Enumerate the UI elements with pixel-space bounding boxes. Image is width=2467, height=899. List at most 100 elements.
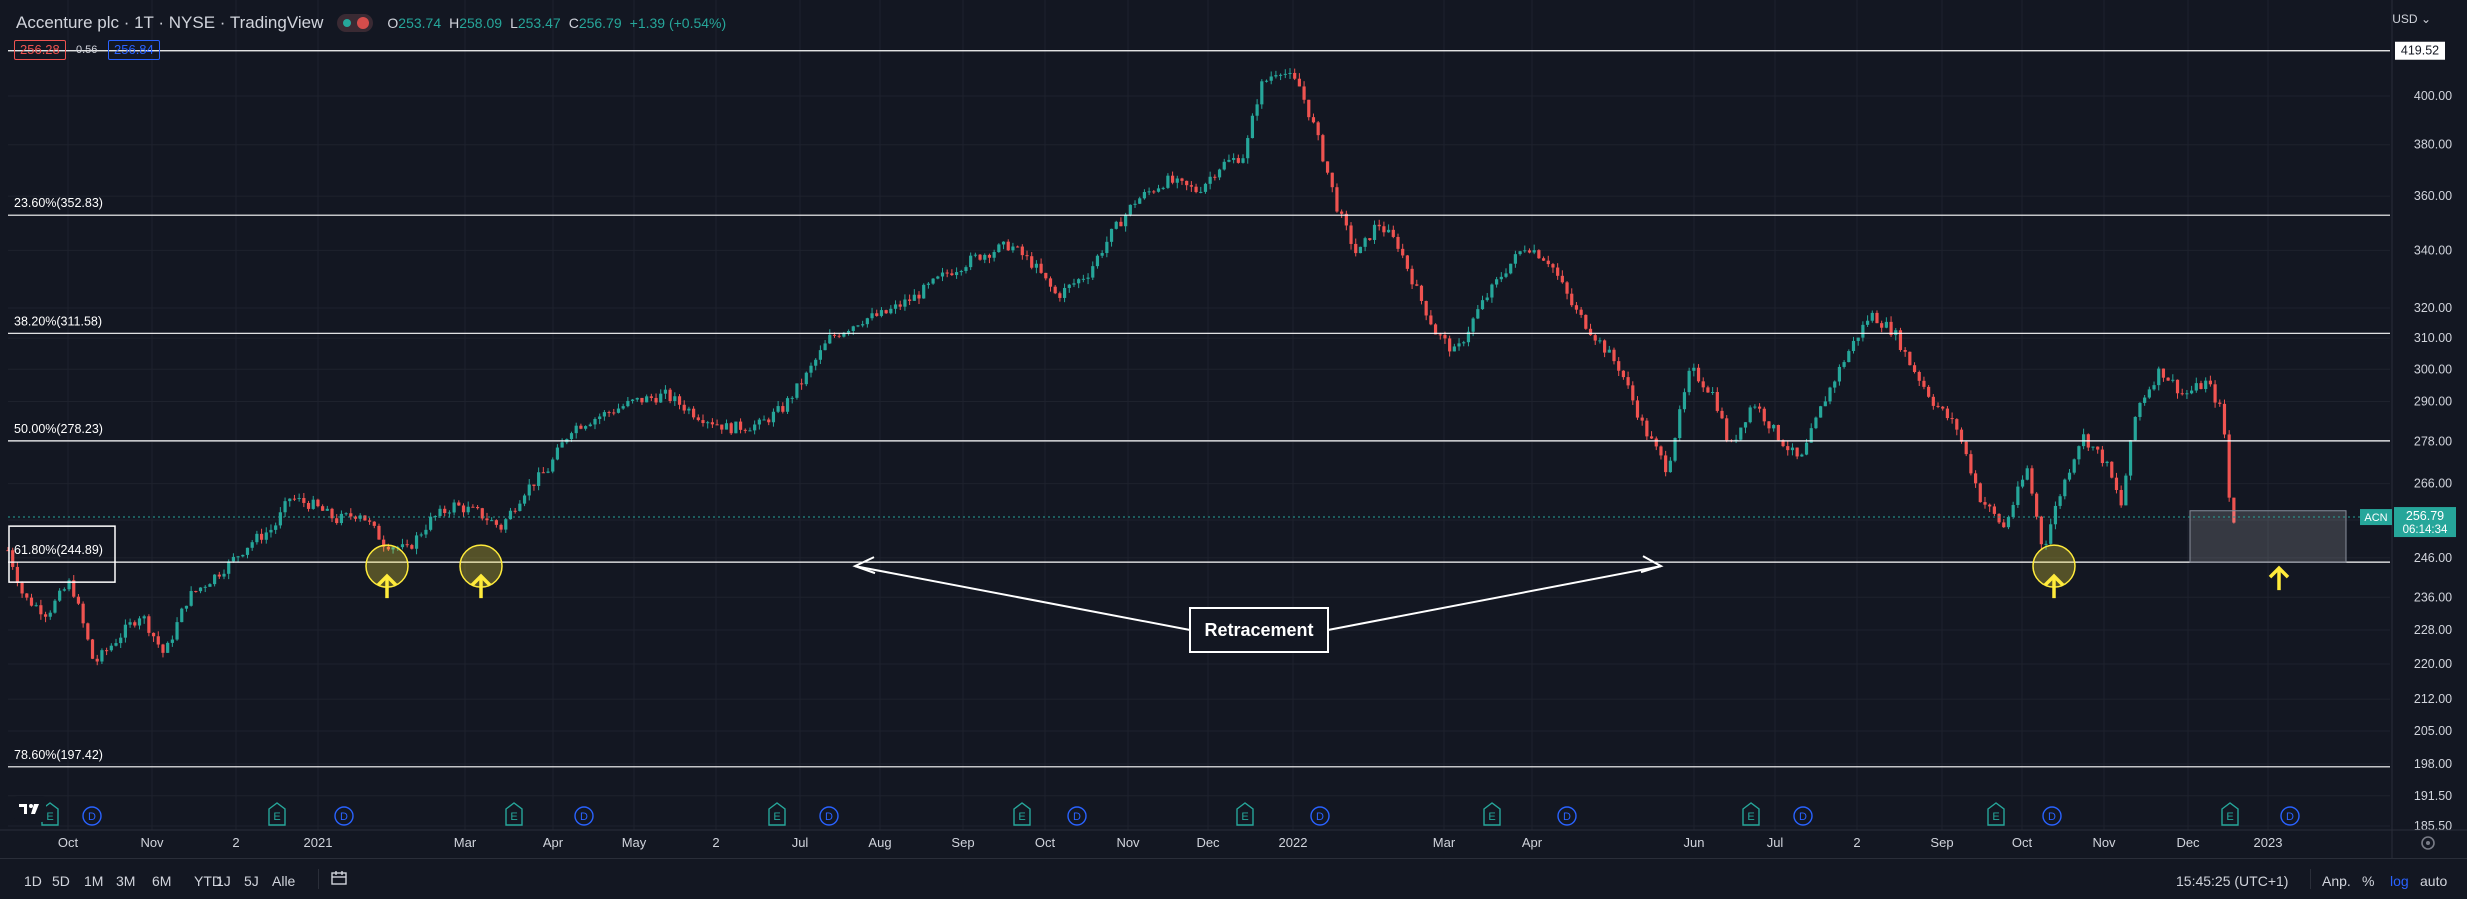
- candle-body: [2166, 377, 2170, 381]
- auto-scale-button[interactable]: auto: [2420, 873, 2448, 889]
- candle-body: [710, 422, 714, 425]
- candle-body: [114, 643, 118, 646]
- time-axis-label: 2022: [1279, 835, 1308, 850]
- dividend-event-icon[interactable]: D: [1067, 806, 1087, 826]
- timeframe-1m[interactable]: 1M: [84, 873, 104, 889]
- earnings-event-icon[interactable]: E: [1013, 802, 1031, 826]
- earnings-event-icon[interactable]: E: [1742, 802, 1760, 826]
- dividend-event-icon[interactable]: D: [1793, 806, 1813, 826]
- candle-body: [1189, 185, 1193, 187]
- log-scale-button[interactable]: log: [2390, 873, 2409, 889]
- earnings-event-icon[interactable]: E: [505, 802, 523, 826]
- candle-body: [546, 471, 550, 473]
- timeframe-1j[interactable]: 1J: [216, 873, 231, 889]
- event-letter: D: [2286, 811, 2294, 823]
- currency-selector[interactable]: USD ⌄: [2392, 12, 2431, 26]
- candle-body: [1278, 74, 1283, 76]
- gear-icon[interactable]: [2421, 836, 2435, 850]
- candle-body: [1513, 254, 1517, 264]
- candle-body: [1297, 78, 1301, 87]
- price-chart[interactable]: Oct Nov 2 2021 Mar Apr May 2 Jul Aug Sep Oct Nov Dec 2…: [0, 0, 2467, 858]
- time-axis-label: 2: [232, 835, 239, 850]
- up-arrow-icon[interactable]: [2043, 573, 2065, 599]
- candle-body: [1532, 250, 1536, 253]
- candle-body: [1504, 273, 1508, 277]
- price-axis-label: 278.00: [2414, 435, 2452, 449]
- candle-body: [1170, 175, 1175, 183]
- timeframe-ytd[interactable]: YTD: [194, 873, 222, 889]
- candle-body: [494, 520, 498, 525]
- timeframe-1d[interactable]: 1D: [24, 873, 42, 889]
- dividend-event-icon[interactable]: D: [82, 806, 102, 826]
- dividend-event-icon[interactable]: D: [334, 806, 354, 826]
- candle-body: [1062, 287, 1067, 298]
- price-axis-label: 340.00: [2414, 243, 2452, 257]
- timeframe-3m[interactable]: 3M: [116, 873, 136, 889]
- timeframe-5j[interactable]: 5J: [244, 873, 259, 889]
- candle-body: [1819, 406, 1823, 418]
- event-letter: E: [1747, 811, 1754, 823]
- dividend-event-icon[interactable]: D: [1557, 806, 1577, 826]
- earnings-event-icon[interactable]: E: [1236, 802, 1254, 826]
- up-arrow-icon[interactable]: [470, 573, 492, 599]
- candle-body: [2138, 402, 2142, 417]
- earnings-event-icon[interactable]: E: [2221, 802, 2239, 826]
- candle-body: [1499, 276, 1503, 280]
- dividend-event-icon[interactable]: D: [2280, 806, 2300, 826]
- candle-body: [1912, 365, 1917, 373]
- candle-body: [1964, 441, 1968, 455]
- candle-body: [2208, 380, 2212, 385]
- earnings-event-icon[interactable]: E: [268, 802, 286, 826]
- candle-body: [1405, 255, 1409, 269]
- dividend-event-icon[interactable]: D: [2042, 806, 2062, 826]
- candle-body: [1776, 425, 1780, 441]
- percent-scale-button[interactable]: %: [2362, 873, 2375, 889]
- price-axis[interactable]: 400.00 380.00 360.00 340.00 320.00 310.00 300.…: [2414, 89, 2452, 833]
- candle-body: [1382, 226, 1386, 233]
- retracement-text: Retracement: [1204, 620, 1313, 640]
- candle-body: [1814, 417, 1818, 429]
- timeframe-6m[interactable]: 6M: [152, 873, 172, 889]
- candle-body: [583, 426, 588, 429]
- dividend-event-icon[interactable]: D: [574, 806, 594, 826]
- tradingview-logo-icon[interactable]: [14, 796, 46, 822]
- candle-body: [231, 556, 236, 562]
- timeframe-5d[interactable]: 5D: [52, 873, 70, 889]
- ask-price-box[interactable]: 256.84: [108, 40, 160, 60]
- candle-body: [1199, 191, 1203, 193]
- dividend-event-icon[interactable]: D: [1310, 806, 1330, 826]
- candle-body: [1523, 250, 1527, 252]
- candle-body: [1236, 158, 1240, 163]
- candle-body: [400, 544, 405, 548]
- candle-body: [198, 587, 203, 592]
- clock[interactable]: 15:45:25 (UTC+1): [2176, 873, 2289, 889]
- candle-body: [20, 582, 24, 594]
- price-axis-label: 205.00: [2414, 724, 2452, 738]
- candle-body: [1570, 293, 1574, 306]
- dividend-event-icon[interactable]: D: [819, 806, 839, 826]
- earnings-event-icon[interactable]: E: [768, 802, 786, 826]
- event-letter: D: [1073, 811, 1081, 823]
- market-status-toggle[interactable]: [337, 14, 374, 32]
- candle-body: [823, 343, 827, 351]
- earnings-event-icon[interactable]: E: [1483, 802, 1501, 826]
- candle-body: [574, 425, 578, 434]
- candle-body: [1842, 362, 1846, 367]
- projection-box[interactable]: [2189, 510, 2347, 563]
- timeframe-alle[interactable]: Alle: [272, 873, 296, 889]
- price-axis-label: 191.50: [2414, 789, 2452, 803]
- date-range-icon[interactable]: [330, 869, 348, 887]
- adjust-button[interactable]: Anp.: [2322, 873, 2351, 889]
- candle-body: [1809, 428, 1813, 443]
- fib-highlight-box[interactable]: [8, 525, 116, 583]
- earnings-event-icon[interactable]: E: [1987, 802, 2005, 826]
- candle-body: [1241, 158, 1245, 163]
- up-arrow-icon[interactable]: [2268, 565, 2290, 591]
- candle-body: [1880, 323, 1884, 328]
- candle-body: [1109, 228, 1114, 242]
- candle-body: [889, 308, 893, 314]
- bid-price-box[interactable]: 256.28: [14, 40, 66, 60]
- candle-body: [1556, 267, 1560, 276]
- retracement-annotation[interactable]: Retracement: [852, 555, 1664, 653]
- up-arrow-icon[interactable]: [376, 573, 398, 599]
